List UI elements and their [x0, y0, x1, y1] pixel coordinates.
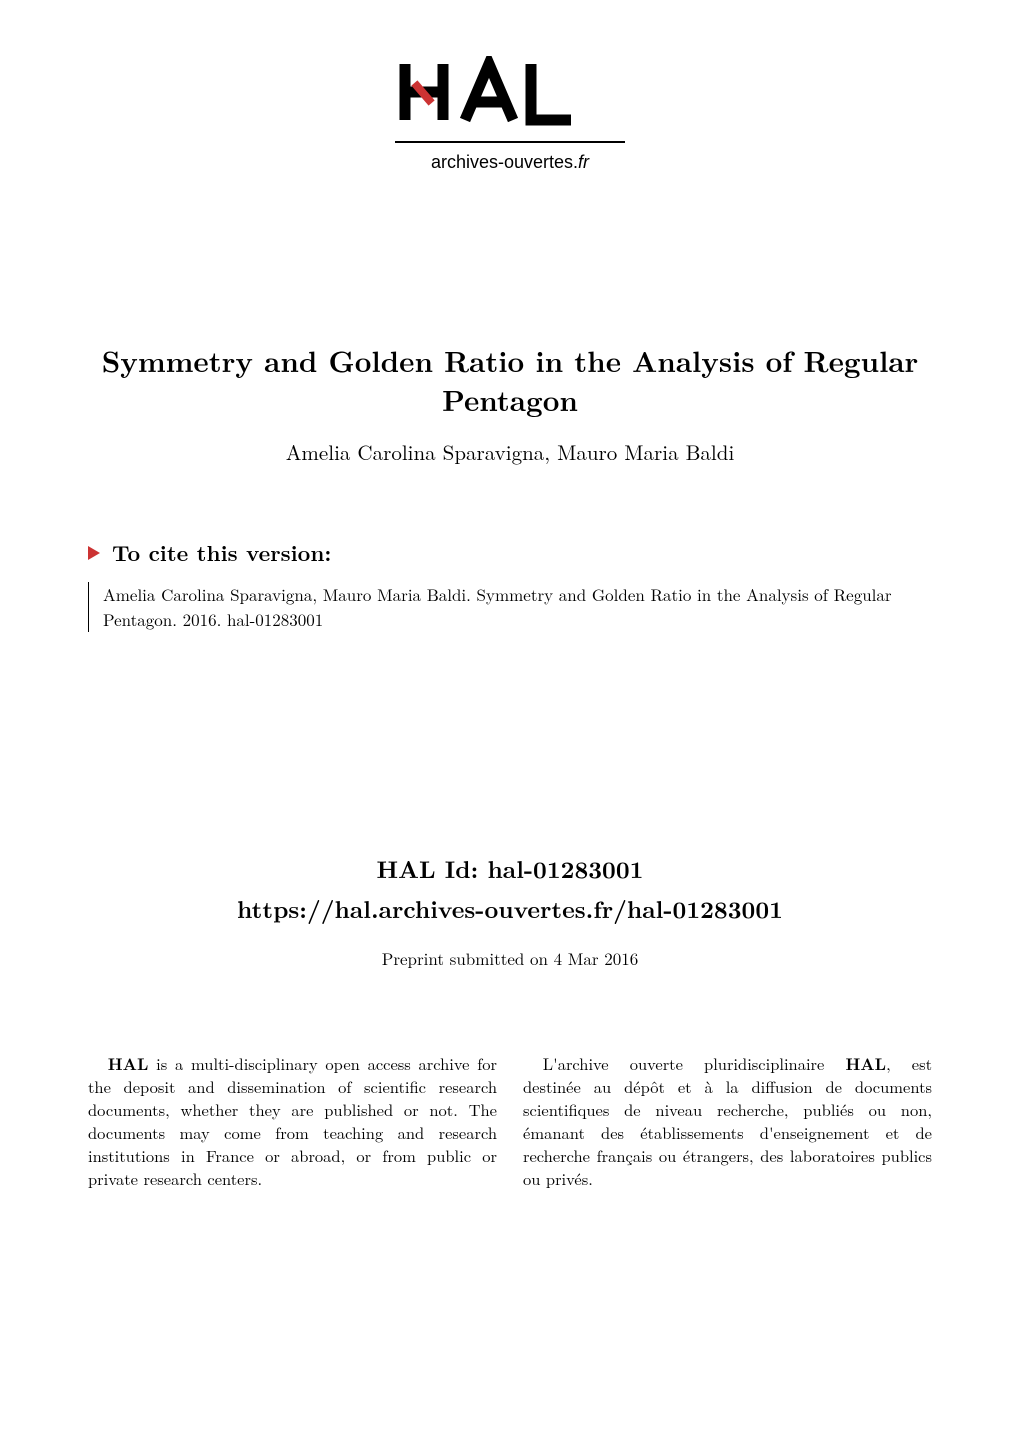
svg-text:archives-ouvertes.fr: archives-ouvertes.fr [431, 152, 590, 172]
paper-authors: Amelia Carolina Sparavigna, Mauro Maria … [40, 437, 980, 467]
cite-block: To cite this version: Amelia Carolina Sp… [0, 537, 1020, 631]
description-columns: HAL is a multi-disciplinary open access … [0, 1052, 1020, 1191]
left-bold: HAL [108, 1051, 149, 1075]
preprint-date: Preprint submitted on 4 Mar 2016 [0, 946, 1020, 970]
title-block: Symmetry and Golden Ratio in the Analysi… [0, 341, 1020, 467]
right-bold: HAL [845, 1051, 886, 1075]
column-right: L'archive ouverte pluridisciplinaire HAL… [523, 1052, 932, 1191]
column-left: HAL is a multi-disciplinary open access … [88, 1052, 497, 1191]
hal-logo-block: archives-ouvertes.fr [0, 0, 1020, 196]
left-text: is a multi-disciplinary open access arch… [88, 1051, 497, 1190]
cite-header: To cite this version: [88, 537, 950, 568]
paper-title-line1: Symmetry and Golden Ratio in the Analysi… [40, 341, 980, 380]
cite-body: Amelia Carolina Sparavigna, Mauro Maria … [88, 582, 950, 631]
hal-id: HAL Id: hal-01283001 [0, 852, 1020, 886]
triangle-bullet-icon [88, 546, 100, 560]
paper-title-line2: Pentagon [40, 380, 980, 419]
cite-heading: To cite this version: [112, 537, 331, 568]
hal-logo-icon: archives-ouvertes.fr [395, 56, 625, 196]
right-pre: L'archive ouverte pluridisciplinaire [543, 1051, 846, 1075]
hal-url: https://hal.archives-ouvertes.fr/hal-012… [0, 892, 1020, 926]
hal-id-block: HAL Id: hal-01283001 https://hal.archive… [0, 852, 1020, 970]
